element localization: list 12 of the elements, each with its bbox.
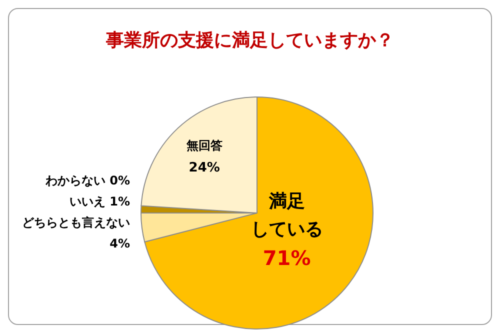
slice-label: 無回答 bbox=[185, 138, 224, 152]
slice-label: いいえ bbox=[69, 194, 106, 209]
data-label: 24% bbox=[188, 160, 220, 176]
category-label: わからない bbox=[45, 174, 106, 188]
data-label: 4% bbox=[110, 236, 130, 251]
data-label: 1% bbox=[110, 194, 130, 209]
slice-label: 満足している bbox=[250, 191, 323, 240]
chart-title: 事業所の支援に満足していますか？ bbox=[105, 29, 395, 52]
pie-slice bbox=[144, 96, 374, 330]
slice-label: どちらとも言えない bbox=[22, 216, 130, 230]
text: 0% bbox=[110, 174, 130, 188]
data-label: 71% bbox=[262, 246, 311, 270]
